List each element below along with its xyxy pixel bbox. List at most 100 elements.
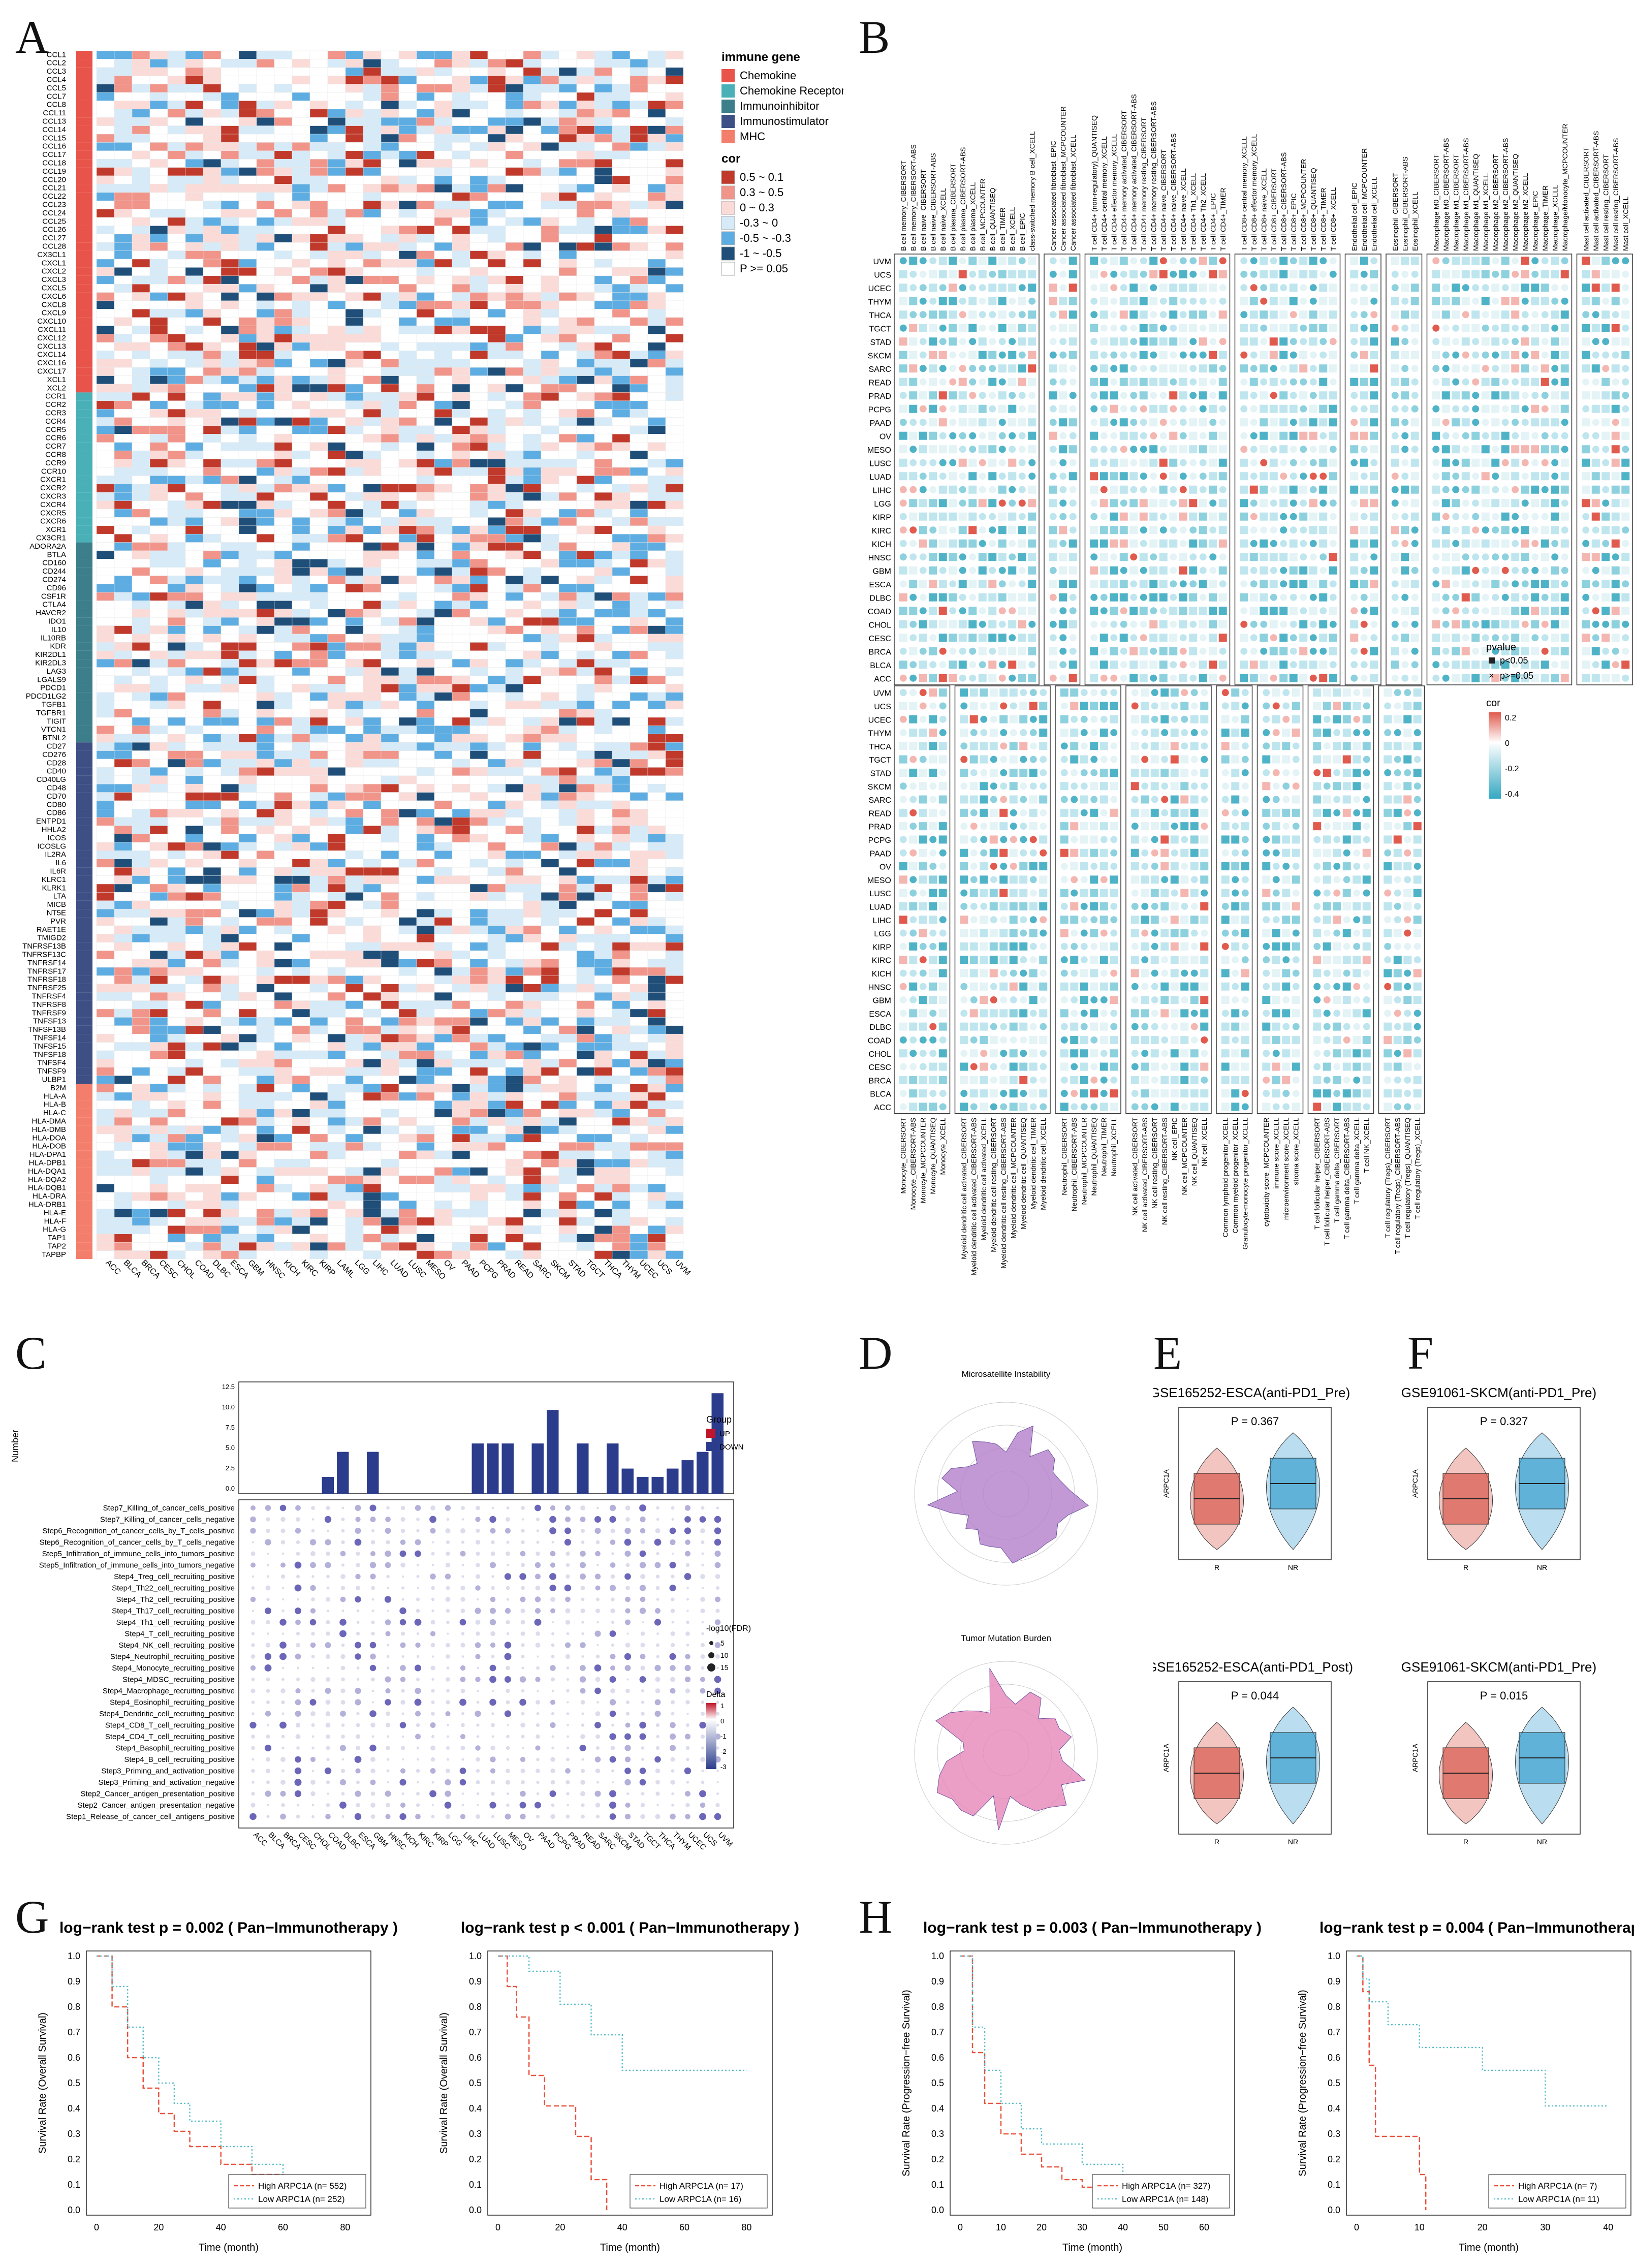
heatmap-cell [469, 250, 488, 260]
heatmap-cell [381, 492, 399, 501]
heatmap-cell [221, 975, 239, 985]
heatmap-cell [256, 500, 275, 510]
heatmap-cell [292, 1084, 310, 1093]
heatmap-cell [363, 967, 382, 976]
heatmap-cell [576, 84, 595, 93]
heatmap-cell [558, 1050, 577, 1059]
heatmap-cell [594, 950, 613, 959]
heatmap-cell [363, 75, 382, 84]
heatmap-cell [665, 650, 684, 659]
gene-label: TNFSF14 [33, 1034, 66, 1043]
heatmap-cell [416, 1084, 435, 1093]
heatmap-cell [434, 959, 453, 968]
heatmap-cell [541, 609, 559, 618]
heatmap-cell [256, 692, 275, 701]
heatmap-cell [612, 742, 631, 751]
heatmap-cell [381, 59, 399, 68]
heatmap-cell [469, 1150, 488, 1159]
heatmap-cell [309, 351, 328, 360]
heatmap-cell [576, 1142, 595, 1151]
heatmap-cell [434, 259, 453, 268]
heatmap-cell [238, 1133, 257, 1143]
heatmap-cell [221, 184, 239, 193]
heatmap-cell [309, 375, 328, 385]
heatmap-cell [149, 425, 168, 434]
heatmap-cell [363, 492, 382, 501]
heatmap-cell [558, 1133, 577, 1143]
heatmap-cell [149, 184, 168, 193]
heatmap-cell [327, 434, 346, 443]
heatmap-cell [96, 917, 115, 926]
heatmap-cell [612, 425, 631, 434]
heatmap-cell [665, 1200, 684, 1209]
heatmap-cell [238, 700, 257, 709]
heatmap-cell [523, 525, 542, 534]
heatmap-cell [576, 408, 595, 418]
heatmap-cell [309, 484, 328, 493]
heatmap-cell [292, 567, 310, 576]
heatmap-cell [416, 359, 435, 368]
heatmap-cell [309, 159, 328, 168]
heatmap-cell [167, 908, 186, 918]
heatmap-cell [149, 950, 168, 959]
heatmap-cell [594, 575, 613, 584]
heatmap-cell [469, 134, 488, 143]
heatmap-cell [469, 1067, 488, 1076]
heatmap-cell [469, 442, 488, 451]
heatmap-cell [96, 850, 115, 860]
heatmap-cell [665, 592, 684, 601]
heatmap-cell [221, 1184, 239, 1193]
heatmap-cell [665, 692, 684, 701]
heatmap-cell [416, 400, 435, 410]
heatmap-cell [381, 92, 399, 101]
heatmap-cell [612, 234, 631, 243]
gene-label: VTCN1 [41, 726, 66, 734]
heatmap-cell [452, 1158, 470, 1168]
heatmap-cell [221, 667, 239, 676]
heatmap-cell [434, 609, 453, 618]
heatmap-cell [594, 450, 613, 459]
heatmap-cell [238, 334, 257, 343]
heatmap-cell [612, 800, 631, 809]
heatmap-cell [469, 67, 488, 76]
heatmap-cell [363, 392, 382, 401]
heatmap-cell [487, 59, 506, 68]
heatmap-cell [416, 609, 435, 618]
heatmap-cell [630, 92, 648, 101]
heatmap-cell [594, 1033, 613, 1043]
heatmap-cell [523, 709, 542, 718]
gene-label: CTLA4 [42, 601, 66, 609]
heatmap-cell [469, 167, 488, 176]
gene-group-bar [76, 517, 92, 526]
heatmap-cell [523, 750, 542, 760]
heatmap-cell [167, 209, 186, 218]
heatmap-cell [149, 292, 168, 301]
gene-group-bar [76, 317, 92, 326]
heatmap-cell [96, 384, 115, 393]
heatmap-cell [416, 125, 435, 135]
heatmap-cell [167, 792, 186, 801]
heatmap-cell [594, 1200, 613, 1209]
heatmap-cell [665, 400, 684, 410]
heatmap-cell [149, 1184, 168, 1193]
gene-group-bar [76, 784, 92, 793]
heatmap-cell [327, 917, 346, 926]
heatmap-cell [505, 101, 524, 110]
heatmap-cell [309, 1059, 328, 1068]
heatmap-cell [630, 1067, 648, 1076]
heatmap-cell [434, 717, 453, 726]
heatmap-cell [203, 567, 222, 576]
heatmap-cell [523, 226, 542, 235]
gene-group-bar [76, 542, 92, 551]
gene-label: LAG3 [47, 667, 66, 676]
heatmap-cell [523, 159, 542, 168]
heatmap-cell [576, 175, 595, 184]
heatmap-cell [594, 59, 613, 68]
heatmap-cell [274, 609, 293, 618]
heatmap-cell [665, 992, 684, 1001]
heatmap-cell [576, 284, 595, 293]
heatmap-cell [505, 1042, 524, 1051]
heatmap-cell [612, 392, 631, 401]
heatmap-cell [630, 175, 648, 184]
heatmap-cell [345, 700, 364, 709]
